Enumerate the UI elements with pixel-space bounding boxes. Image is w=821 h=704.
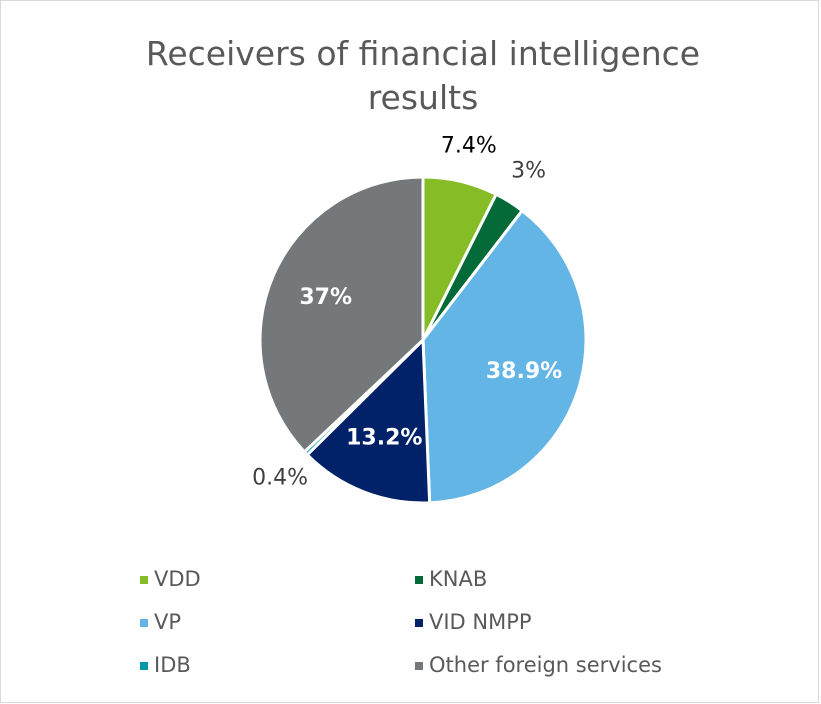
pie-slice bbox=[305, 336, 432, 505]
pie-slice bbox=[258, 175, 425, 454]
data-label: 3% bbox=[511, 158, 546, 183]
data-label: 0.4% bbox=[252, 465, 308, 490]
legend-label: VDD bbox=[154, 567, 201, 591]
pie-slice bbox=[421, 208, 588, 505]
data-label: 38.9% bbox=[486, 359, 562, 384]
data-label: 13.2% bbox=[346, 426, 422, 451]
legend-label: VP bbox=[154, 610, 181, 634]
legend-label: IDB bbox=[154, 653, 191, 677]
legend-label: VID NMPP bbox=[429, 610, 532, 634]
legend-swatch bbox=[140, 619, 148, 627]
data-label: 37% bbox=[299, 285, 352, 310]
chart-title: Receivers of financial intelligence resul… bbox=[146, 34, 700, 117]
legend-swatch bbox=[415, 619, 423, 627]
legend-label: Other foreign services bbox=[429, 653, 662, 677]
data-label: 7.4% bbox=[441, 134, 497, 159]
legend-swatch bbox=[140, 576, 148, 584]
legend-label: KNAB bbox=[429, 567, 487, 591]
legend-swatch bbox=[415, 576, 423, 584]
legend-swatch bbox=[415, 662, 423, 670]
legend-swatch bbox=[140, 662, 148, 670]
